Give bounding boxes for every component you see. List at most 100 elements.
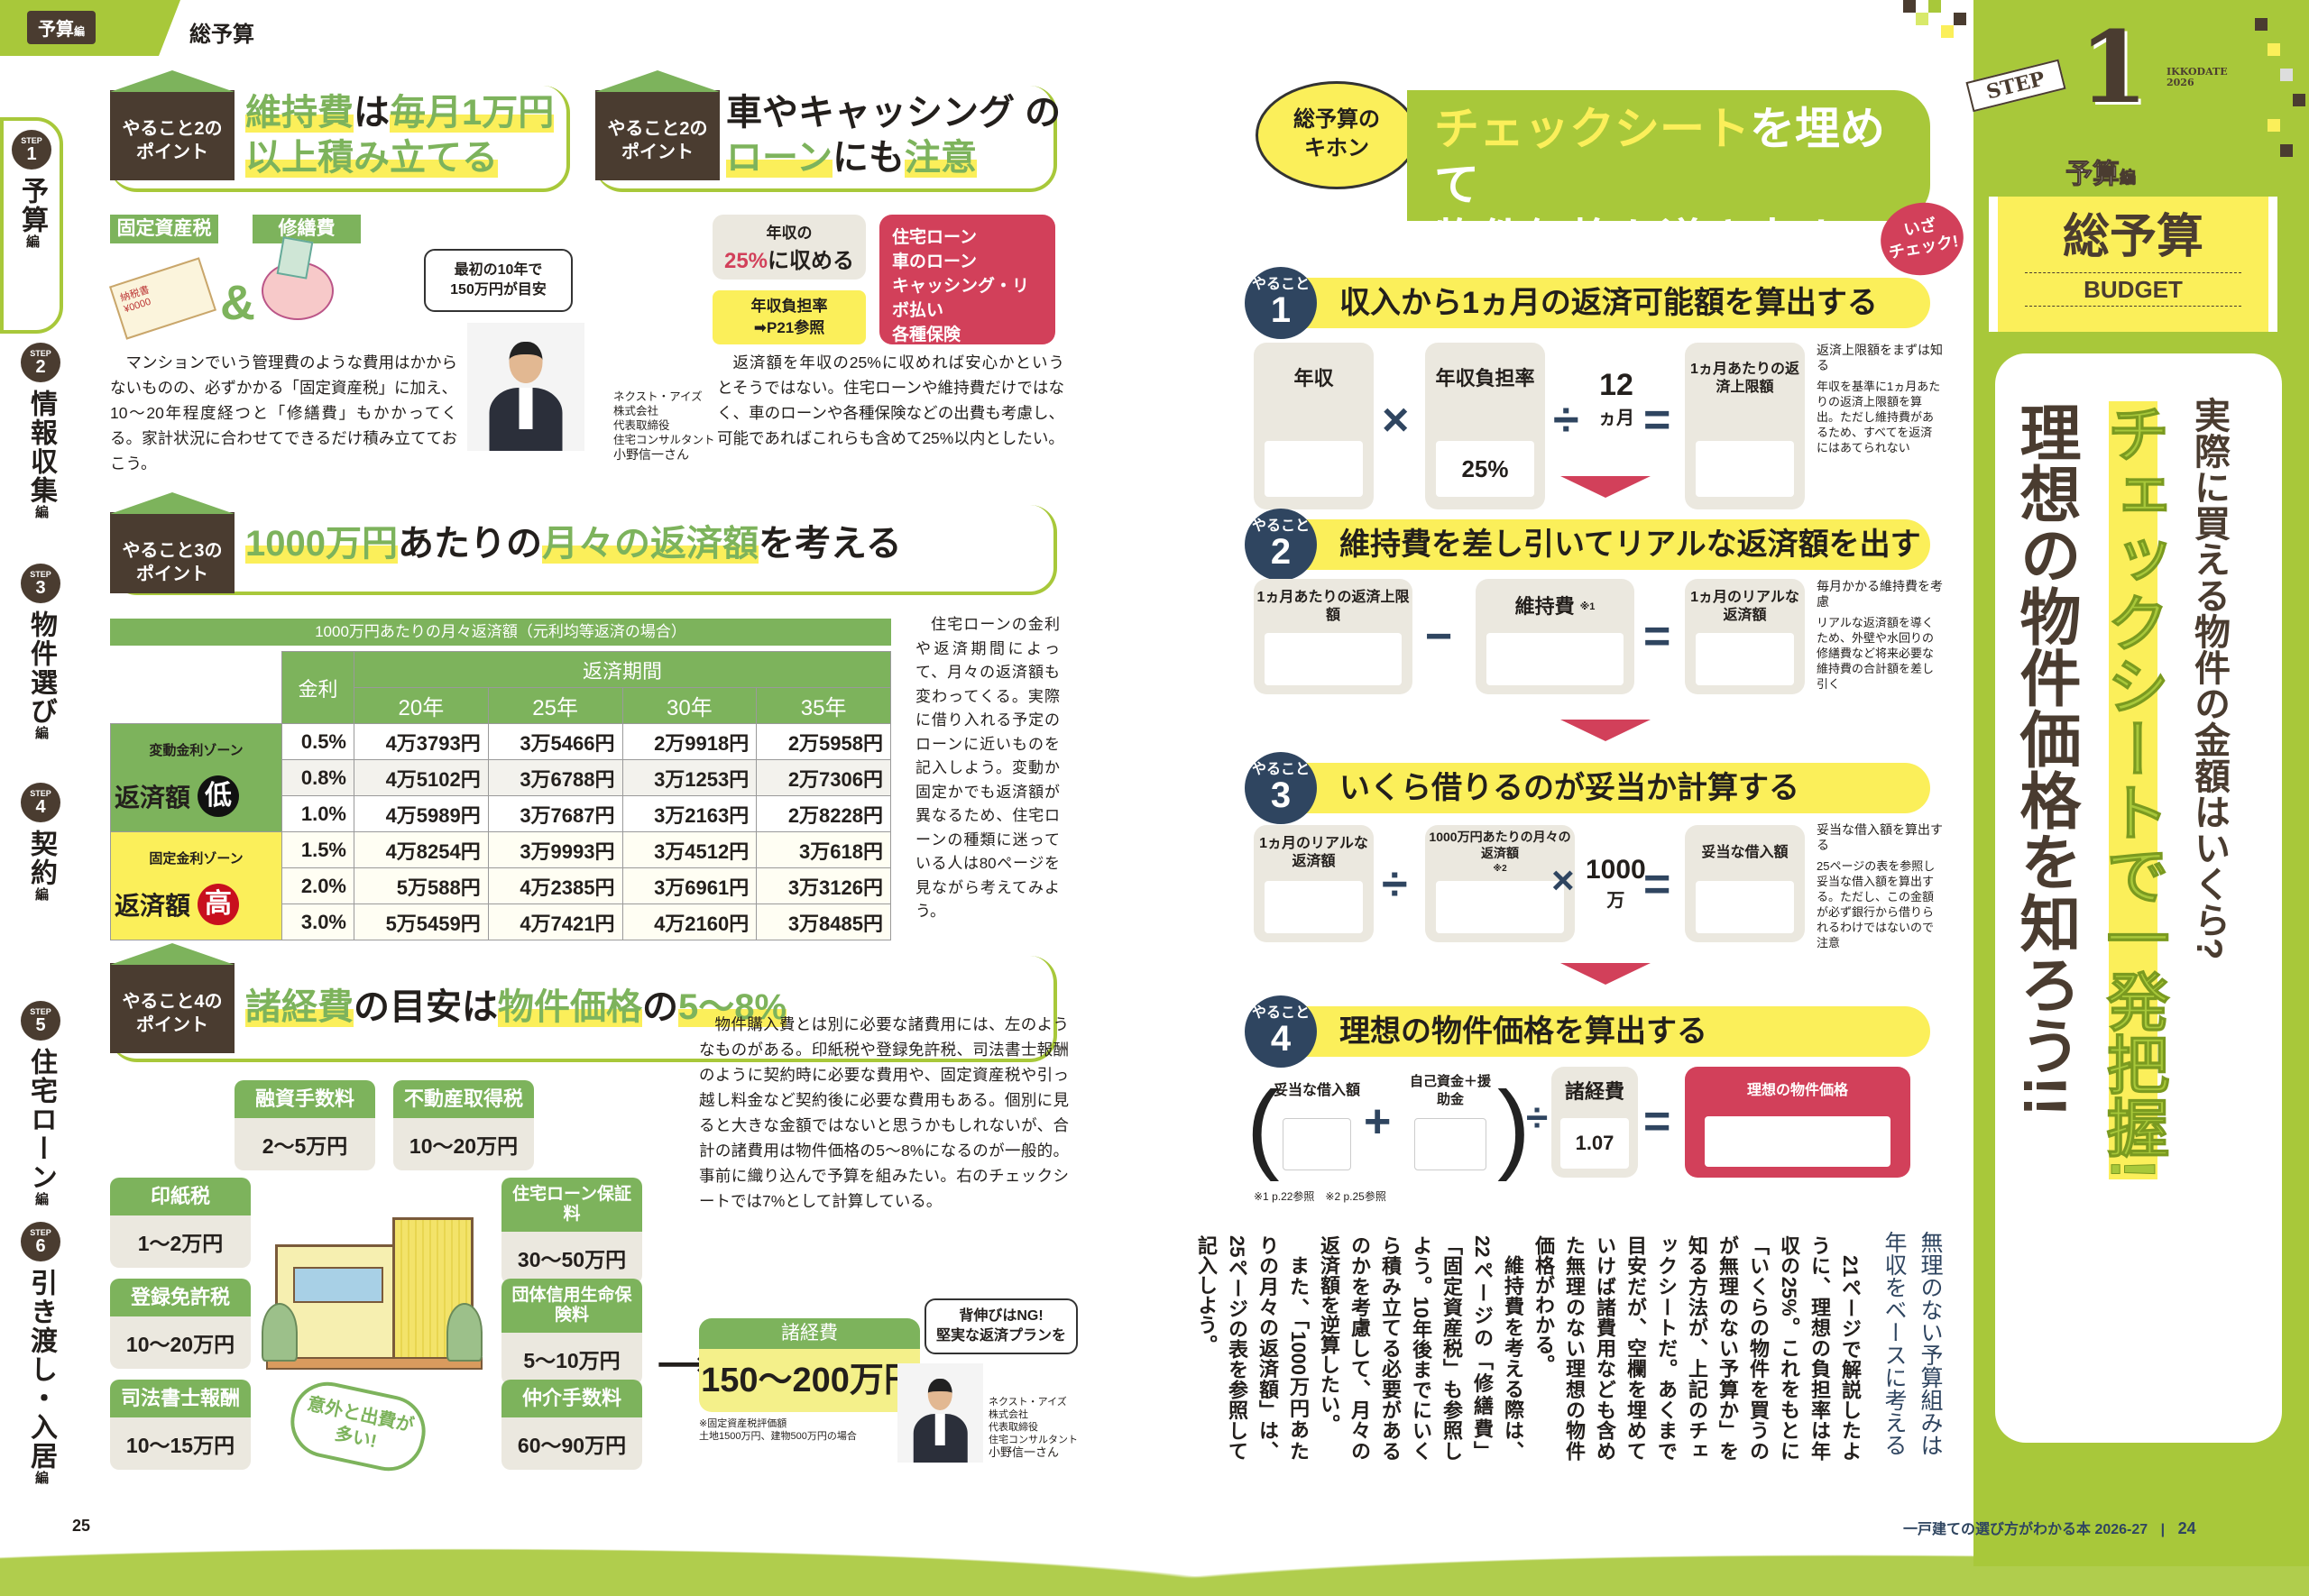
loan-amount-input[interactable] [1283, 1118, 1351, 1170]
band-headline-1: チェックシートで一発把握! [2093, 400, 2174, 1180]
step2-heading: やること 2 維持費を差し引いてリアルな返済額を出す [1245, 509, 1930, 581]
expense-ratio-value: 1.07 [1560, 1118, 1629, 1169]
rate-cell: 1.5% [281, 831, 354, 868]
level-badge: 高 [198, 884, 240, 925]
equals-icon: = [1643, 394, 1671, 446]
sidebar-item-step3[interactable]: STEP 3 物件選び編 [9, 564, 72, 741]
repayment-cell: 2万7306円 [756, 759, 891, 796]
real-repayment-box: 1ヵ月のリアルな返済額 [1254, 825, 1374, 942]
page-number-right: 24 [2177, 1519, 2196, 1537]
repayment-cell: 3万9993円 [487, 831, 623, 868]
step-number: 1 [2079, 9, 2148, 125]
ampersand: & [220, 276, 255, 330]
tag-property-tax: 固定資産税 [110, 215, 218, 243]
point3-frame [110, 505, 1057, 595]
section-tag: 予算編 [27, 11, 97, 44]
point1-body: マンションでいう管理費のような費用はかからないものの、必ずかかる「固定資産税」に… [110, 353, 457, 472]
plus-icon: + [1364, 1096, 1392, 1148]
repayment-cell: 3万618円 [756, 831, 891, 868]
step-badge: STEP 6 [21, 1222, 60, 1261]
section-suffix: 編 [74, 25, 86, 38]
consultant-caption: ネクスト・アイズ 株式会社 代表取締役 住宅コンサルタント 小野信一さん [989, 1397, 1078, 1459]
point1-badge: やること2の ポイント [110, 70, 235, 180]
repayment-cell: 3万7687円 [487, 795, 623, 832]
step-badge: STEP 4 [21, 783, 60, 822]
months-value: 12 ヵ月 [1598, 368, 1634, 428]
level-badge: 低 [198, 775, 240, 817]
minus-icon: − [1425, 610, 1453, 663]
band-title-scroll: 総予算 BUDGET [1989, 197, 2277, 332]
repayment-cell: 3万6788円 [487, 759, 623, 796]
sidebar-item-step6[interactable]: STEP 6 引き渡し・入居編 [9, 1222, 72, 1486]
monthly-limit-input[interactable] [1265, 633, 1402, 685]
fee-card: 印紙税 1〜2万円 [110, 1178, 251, 1268]
house-illustration [262, 1217, 483, 1371]
multiply-icon: × [1551, 858, 1575, 903]
fee-card: 融資手数料 2〜5万円 [235, 1080, 375, 1170]
divide-icon: ÷ [1382, 858, 1408, 911]
loans-list: 住宅ローン 車のローン キャッシング・リボ払い 各種保険 [879, 215, 1055, 344]
own-funds-input[interactable] [1414, 1118, 1486, 1170]
multiplier-value: 1000 万 [1586, 855, 1646, 911]
table-row: 固定金利ゾーン 返済額高 1.5% 4万8254円 3万9993円 3万4512円 3万61… [110, 831, 891, 940]
repayment-cell: 4万7421円 [487, 903, 623, 940]
repayment-cell: 5万588円 [354, 867, 489, 904]
checksheet-title: チェックシートを埋めて 物件価格を導き出す [1407, 90, 1930, 266]
point1-title: 維持費は毎月1万円 以上積み立てる [245, 93, 555, 178]
down-arrow-icon [1560, 476, 1651, 498]
loan-amount-input[interactable] [1696, 881, 1794, 933]
real-repayment-box: 1ヵ月のリアルな返済額 [1685, 579, 1805, 694]
rate-zone: 変動金利ゾーン 返済額低 [110, 723, 282, 832]
rate-cell: 2.0% [281, 867, 354, 904]
point2-title: 車やキャッシング のローンにも注意 [726, 93, 1062, 178]
repayment-table: 金利 返済期間 20年 25年 30年 35年 変動金利ゾーン 返済額低 0.5% 4万3793円… [110, 651, 891, 940]
point4-frame [110, 956, 1057, 1062]
sidebar-item-step4[interactable]: STEP 4 契約編 [9, 783, 72, 903]
maintenance-input[interactable] [1486, 633, 1624, 685]
book-title: 一戸建ての選び方がわかる本 2026-27 [1903, 1522, 2148, 1537]
repayment-cell: 2万5958円 [756, 723, 891, 760]
real-repayment-input[interactable] [1265, 881, 1363, 933]
consultant-photo [467, 323, 584, 451]
point2-frame [595, 86, 1057, 192]
ideal-price-input[interactable] [1705, 1116, 1890, 1167]
paren-close: ) [1497, 1071, 1531, 1182]
point3-side-text: 住宅ローンの金利や返済期間によって、月々の返済額も変わってくる。実際に借り入れる… [915, 616, 1060, 920]
per-10m-repayment-input[interactable] [1436, 881, 1564, 933]
step2-note: 毎月かかる維持費を考慮 リアルな返済額を導くため、外壁や水回りの修繕費など将来必要… [1817, 579, 1943, 691]
loan-amount-box: 妥当な借入額 [1272, 1067, 1362, 1178]
sidebar-item-step1[interactable]: STEP 1 予算編 [0, 117, 63, 334]
step1-heading: やること 1 収入から1ヵ月の返済可能額を算出する [1245, 267, 1930, 339]
table-row: 1.0% 4万5989円 3万7687円 3万2163円 2万8228円 [111, 795, 891, 832]
repayment-cell: 3万8485円 [756, 903, 891, 940]
rate-cell: 3.0% [281, 903, 354, 940]
point4-title: 諸経費の目安は物件価格の5〜8% [245, 987, 787, 1027]
repayment-cell: 3万1253円 [621, 759, 758, 796]
tax-slip-illustration: 納税書 ¥0000 [108, 257, 217, 340]
tag-repair-cost: 修繕費 [253, 215, 361, 243]
annual-income-input[interactable] [1265, 441, 1363, 497]
point4-body: 物件購入費とは別に必要な諸費用には、左のようなものがある。印紙税や登録免許税、司… [699, 1015, 1069, 1210]
band-section: 予算編 [2065, 160, 2137, 190]
sidebar-item-step5[interactable]: STEP 5 住宅ローン編 [9, 1001, 72, 1207]
consultant-photo [897, 1363, 983, 1463]
monthly-limit-box: 1ヵ月あたりの返済上限額 [1685, 343, 1805, 509]
band-lead: 実際に買える物件の金額はいくら? [2189, 397, 2229, 960]
sidebar-item-step2[interactable]: STEP 2 情報収集編 [9, 343, 72, 520]
monthly-limit-input[interactable] [1696, 441, 1794, 497]
real-repayment-input[interactable] [1696, 633, 1794, 685]
burden-rate-input[interactable]: 25% [1436, 441, 1534, 497]
equals-icon: = [1643, 858, 1671, 911]
down-arrow-icon [1560, 963, 1651, 985]
page-title: 総予算 [189, 23, 254, 47]
step-badge: STEP 3 [21, 564, 60, 603]
loan-amount-box: 妥当な借入額 [1685, 825, 1805, 942]
divide-icon: ÷ [1553, 394, 1579, 446]
step3-note: 妥当な借入額を算出する 25ページの表を参照し妥当な借入額を算出する。ただし、この… [1817, 822, 1943, 949]
fee-card: 司法書士報酬 10〜15万円 [110, 1380, 251, 1470]
fee-card: 不動産取得税 10〜20万円 [393, 1080, 534, 1170]
column-heading: 無理のない予算組みは年収をベースに考える [1881, 1231, 1943, 1456]
repayment-cell: 3万3126円 [756, 867, 891, 904]
repayment-cell: 4万5989円 [354, 795, 489, 832]
band-headline-2: 理想の物件価格を知ろう!! [2010, 401, 2079, 1117]
